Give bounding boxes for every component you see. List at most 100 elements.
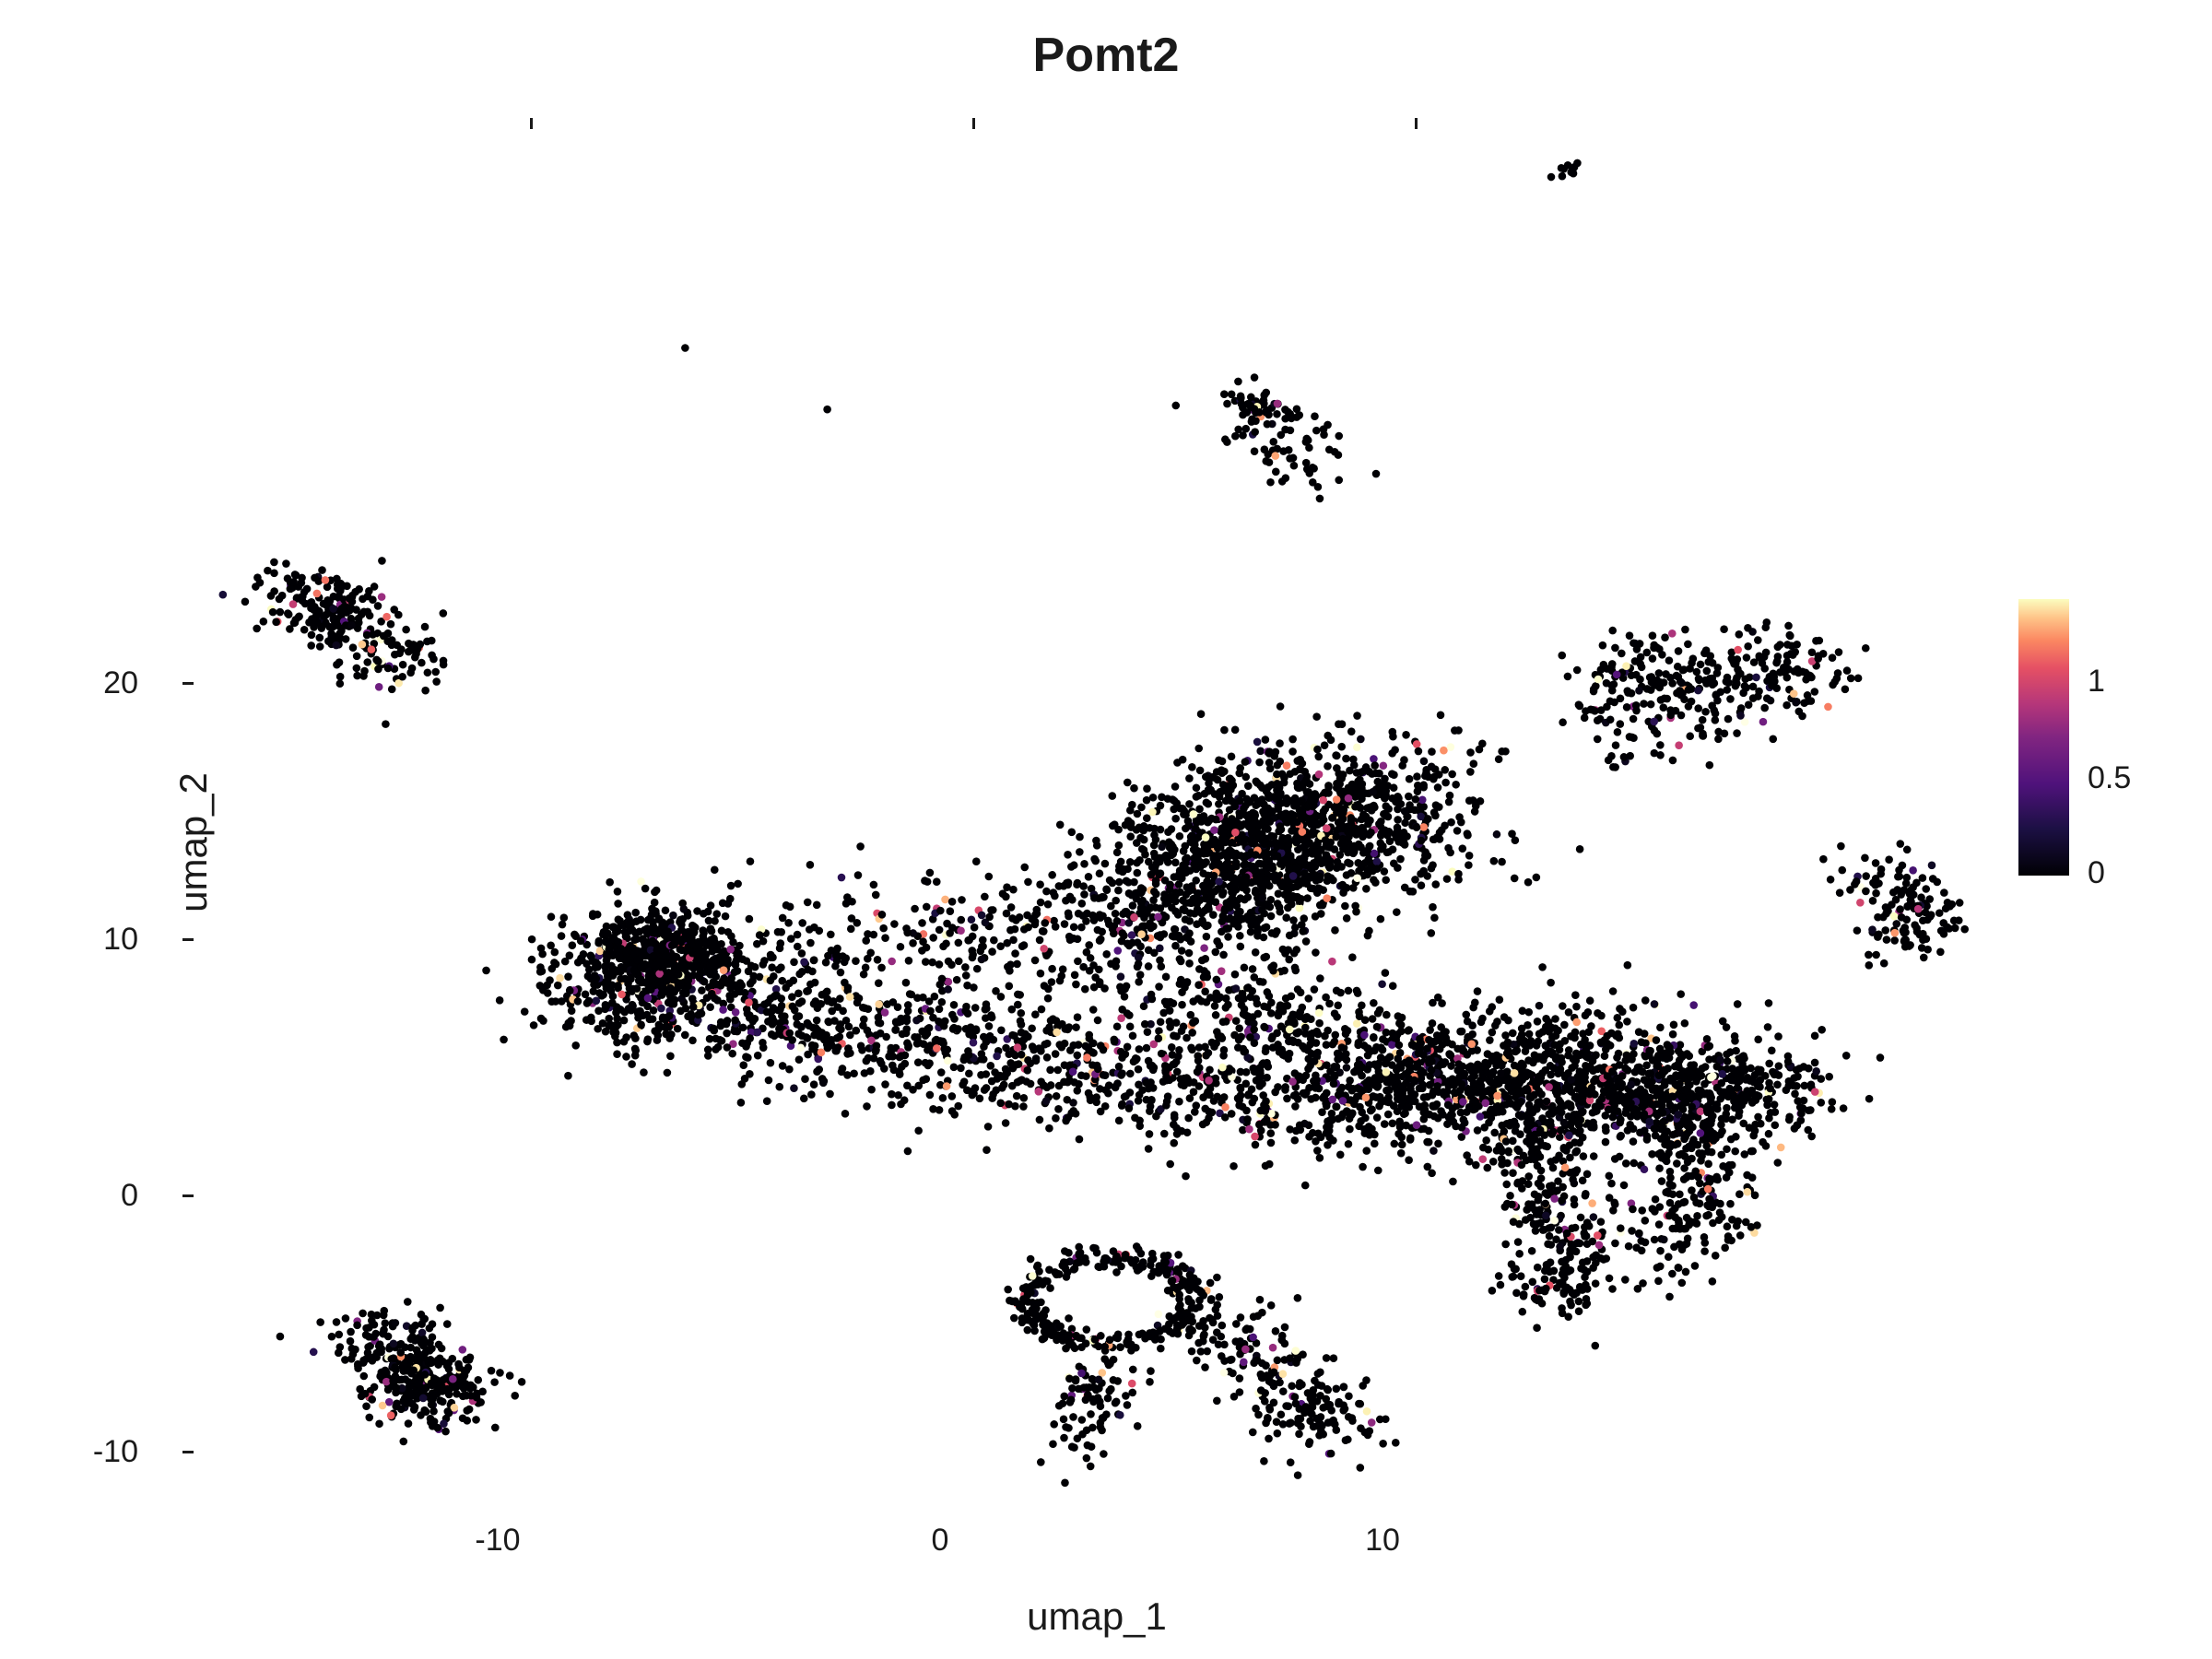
data-point: [860, 971, 868, 979]
data-point: [925, 1024, 934, 1032]
data-point: [903, 1039, 912, 1047]
data-point: [775, 966, 783, 974]
data-point: [558, 997, 566, 1006]
data-point: [1168, 1043, 1176, 1052]
data-point: [1201, 907, 1209, 915]
data-point: [1182, 855, 1190, 864]
data-point: [1274, 1083, 1282, 1091]
y-tick-label-0: 0: [83, 1178, 138, 1214]
data-point: [870, 881, 878, 889]
data-point: [1252, 948, 1260, 957]
data-point: [1167, 893, 1175, 901]
data-point: [1322, 836, 1330, 844]
data-point: [1571, 991, 1580, 999]
data-point: [1044, 994, 1053, 1003]
data-point: [759, 1043, 768, 1052]
data-point: [1765, 999, 1773, 1007]
data-point: [1231, 829, 1240, 837]
data-point: [790, 1084, 798, 1092]
data-point: [1424, 1163, 1432, 1171]
data-point: [711, 994, 719, 1003]
data-point: [1545, 1028, 1553, 1036]
data-point: [574, 997, 582, 1006]
data-point: [887, 1044, 895, 1053]
data-point: [793, 1020, 801, 1029]
data-point: [826, 1090, 834, 1099]
data-point: [1222, 1018, 1230, 1026]
data-point: [1313, 746, 1322, 754]
data-point: [1428, 1057, 1436, 1065]
data-point: [1353, 712, 1361, 720]
data-point: [1465, 861, 1473, 869]
data-point: [1169, 1051, 1177, 1059]
data-point: [1297, 895, 1305, 903]
data-point: [1151, 867, 1159, 876]
data-point: [1291, 1102, 1300, 1111]
data-point: [1164, 998, 1172, 1006]
data-point: [1406, 775, 1414, 783]
data-point: [1124, 865, 1132, 874]
data-point: [899, 1030, 907, 1039]
data-point: [929, 1014, 937, 1022]
data-point: [767, 976, 775, 984]
data-point: [1230, 874, 1238, 882]
data-point: [1277, 822, 1285, 830]
data-point: [1239, 1045, 1247, 1053]
data-point: [1392, 798, 1400, 806]
data-point: [1040, 927, 1048, 935]
data-point: [969, 954, 977, 962]
data-point: [1266, 1129, 1275, 1137]
data-point: [824, 952, 832, 960]
data-point: [1205, 800, 1213, 808]
data-point: [1237, 943, 1245, 951]
data-point: [629, 1001, 637, 1009]
data-point: [1220, 907, 1229, 915]
data-point: [765, 1077, 773, 1085]
data-point: [804, 899, 812, 907]
data-point: [1188, 763, 1196, 771]
data-point: [1357, 789, 1365, 797]
data-point: [631, 1045, 640, 1053]
data-point: [1602, 1138, 1610, 1147]
data-point: [1235, 1097, 1243, 1105]
data-point: [1294, 985, 1302, 994]
data-point: [798, 949, 806, 958]
data-point: [1459, 1046, 1467, 1054]
data-point: [1150, 1064, 1159, 1072]
data-point: [719, 978, 727, 986]
data-point: [1612, 1032, 1620, 1041]
data-point: [731, 1017, 739, 1025]
data-point: [950, 1001, 959, 1009]
data-point: [571, 931, 579, 939]
data-point: [1372, 1043, 1381, 1052]
data-point: [1037, 970, 1045, 978]
data-point: [547, 997, 556, 1006]
data-point: [1262, 735, 1270, 744]
data-point: [1218, 769, 1227, 777]
data-point: [817, 1000, 825, 1008]
data-point: [895, 1067, 903, 1076]
data-point: [1264, 988, 1272, 996]
data-point: [703, 994, 712, 1002]
data-point: [674, 1025, 682, 1033]
data-point: [684, 1013, 692, 1021]
data-point: [554, 982, 562, 990]
data-point: [1349, 756, 1358, 764]
data-point: [1359, 811, 1368, 819]
data-point: [748, 977, 757, 985]
data-point: [969, 933, 977, 941]
data-point: [1364, 820, 1372, 829]
data-point: [806, 925, 814, 934]
data-point: [547, 912, 556, 921]
data-point: [1073, 880, 1081, 888]
data-point: [724, 1043, 732, 1052]
data-point: [1172, 1058, 1181, 1066]
data-point: [938, 975, 947, 983]
data-point: [933, 877, 941, 886]
data-point: [1406, 1065, 1414, 1074]
data-point: [1651, 1000, 1659, 1008]
data-point: [1185, 959, 1194, 968]
data-point: [883, 1000, 891, 1008]
data-point: [1247, 993, 1255, 1001]
data-point: [1452, 781, 1460, 789]
